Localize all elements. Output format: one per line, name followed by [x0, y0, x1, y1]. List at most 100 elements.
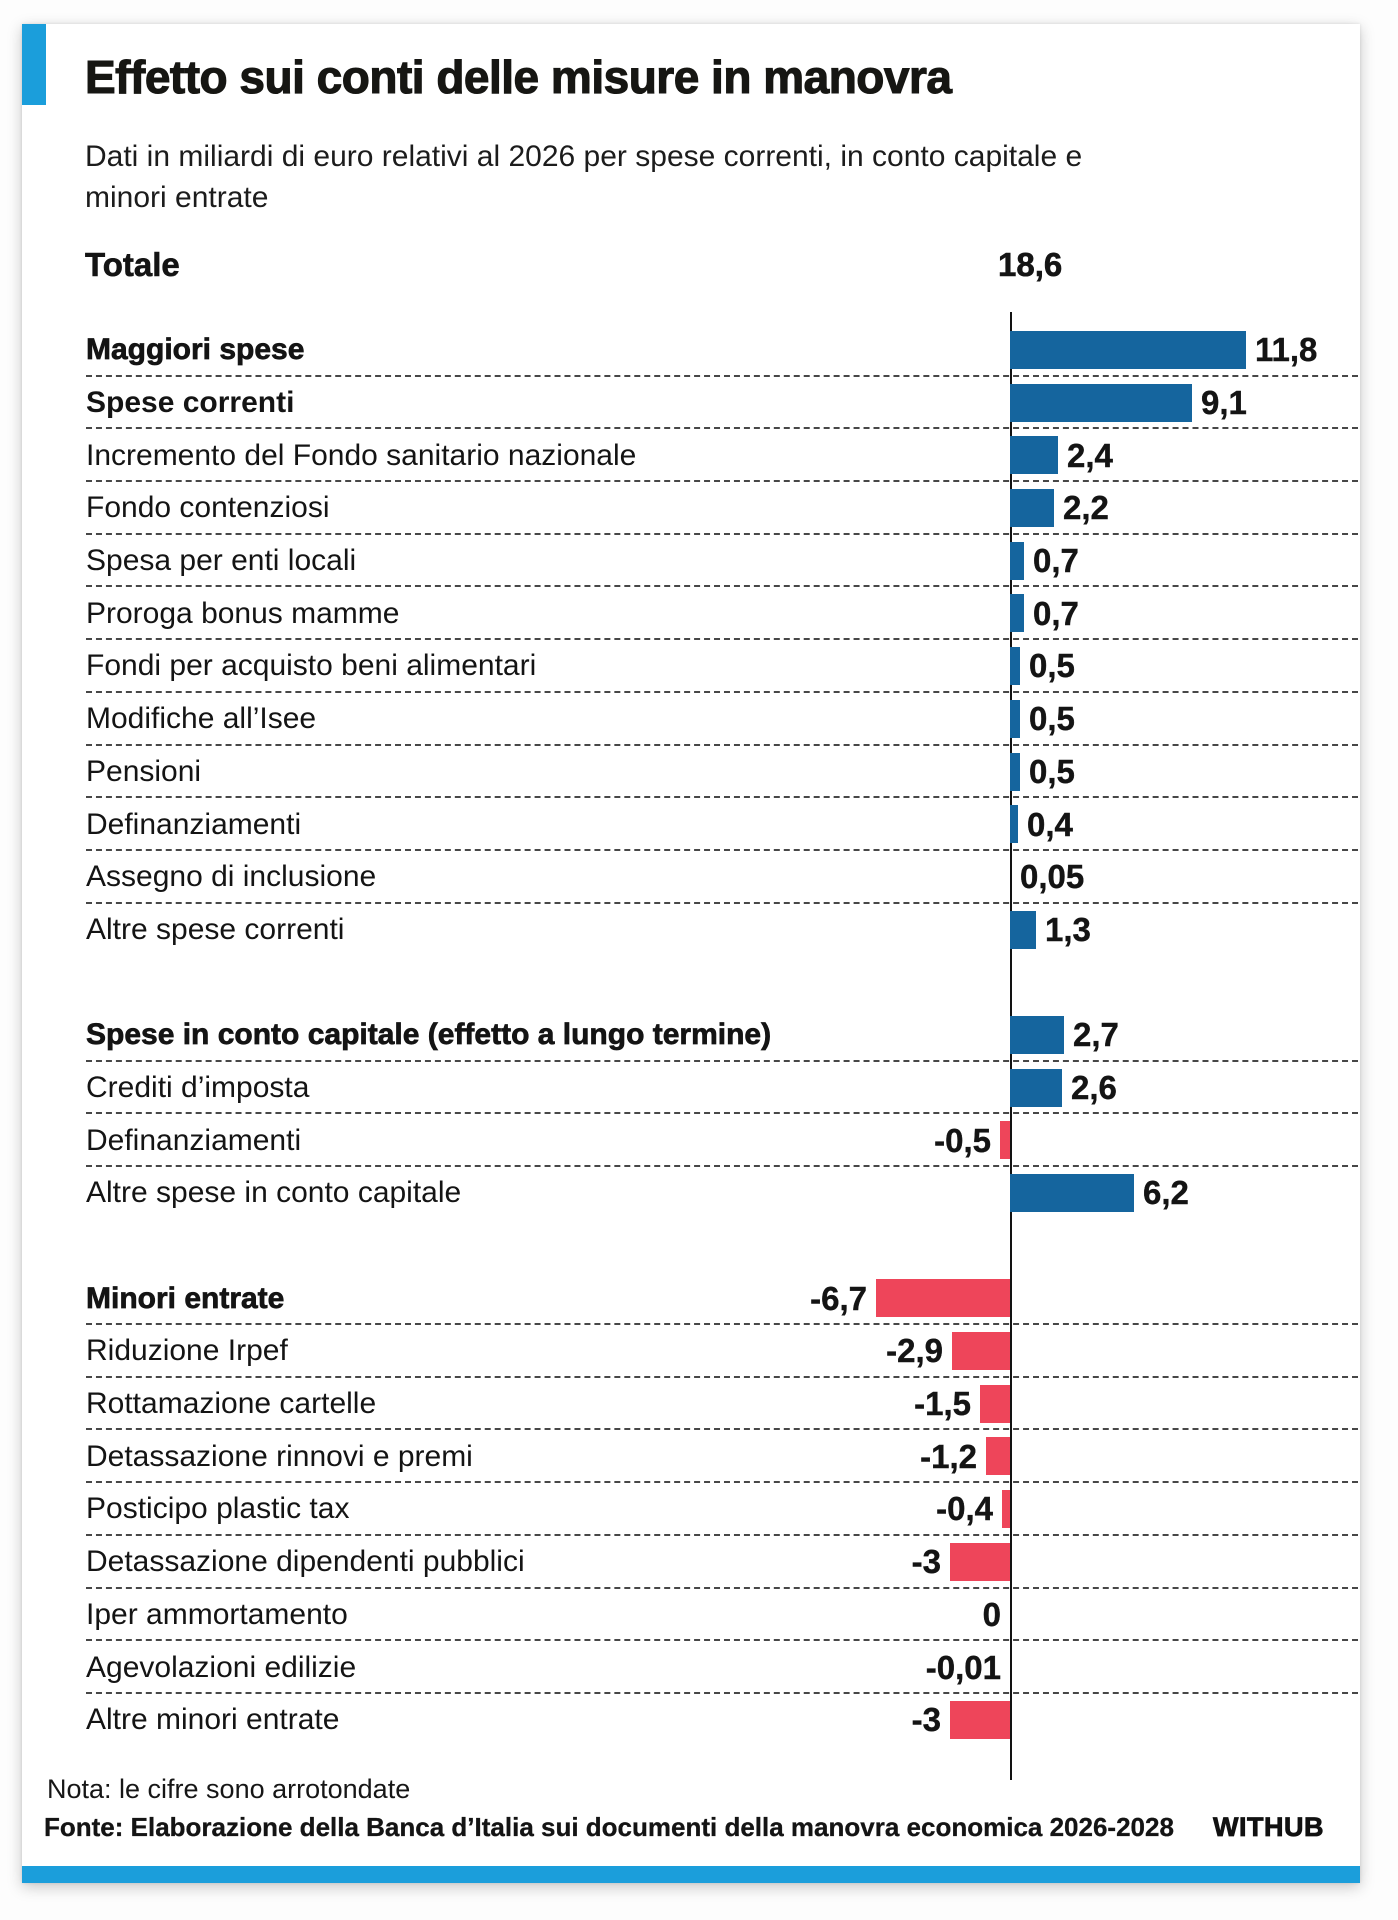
row-separator: [86, 1375, 1358, 1378]
bar-row: Definanziamenti -0,5: [22, 1114, 1360, 1167]
bar-value: -3: [911, 1543, 941, 1581]
bar-value: 2,7: [1073, 1016, 1119, 1054]
bar-value: 0,5: [1029, 752, 1075, 790]
row-label: Rottamazione cartelle: [86, 1387, 377, 1421]
row-label: Pensioni: [86, 754, 202, 788]
bar-value: 0,7: [1033, 542, 1079, 580]
bar-row: Spesa per enti locali 0,7: [22, 535, 1360, 588]
bar-value: 2,2: [1063, 489, 1109, 527]
bar-row: Pensioni 0,5: [22, 746, 1360, 799]
negative-bar: [950, 1542, 1010, 1581]
row-label: Detassazione rinnovi e premi: [86, 1439, 473, 1473]
negative-bar: [1000, 1121, 1010, 1160]
note-text: Nota: le cifre sono arrotondate: [47, 1774, 411, 1804]
bar-row: Agevolazioni edilizie -0,01: [22, 1641, 1360, 1694]
positive-bar: [1010, 436, 1058, 475]
row-separator: [86, 901, 1358, 904]
positive-bar: [1010, 489, 1054, 528]
positive-bar: [1010, 910, 1036, 949]
negative-bar: [950, 1700, 1010, 1739]
row-label: Modifiche all’Isee: [86, 702, 317, 736]
total-row: Totale 18,6: [22, 246, 1360, 290]
bar-row: Rottamazione cartelle -1,5: [22, 1378, 1360, 1431]
row-separator: [86, 427, 1358, 430]
negative-bar: [980, 1384, 1010, 1423]
bar-value: 1,3: [1045, 910, 1091, 948]
bar-value: 2,4: [1067, 436, 1113, 474]
positive-bar: [1010, 805, 1018, 844]
bar-value: 0,5: [1029, 700, 1075, 738]
row-label: Spese correnti: [86, 386, 295, 420]
row-label: Fondi per acquisto beni alimentari: [86, 649, 537, 683]
infographic-card: Effetto sui conti delle misure in manovr…: [22, 24, 1360, 1883]
bar-value: 0,4: [1027, 805, 1073, 843]
row-separator: [86, 743, 1358, 746]
positive-bar: [1010, 1174, 1134, 1212]
bar-value: 9,1: [1201, 384, 1247, 422]
bar-row: Assegno di inclusione 0,05: [22, 851, 1360, 904]
row-label: Riduzione Irpef: [86, 1334, 288, 1368]
section-gap: [22, 1220, 1360, 1273]
source-row: Fonte: Elaborazione della Banca d’Italia…: [22, 1812, 1360, 1843]
row-separator: [86, 796, 1358, 799]
row-label: Iper ammortamento: [86, 1597, 348, 1631]
row-label: Altre spese correnti: [86, 912, 345, 946]
row-separator: [86, 638, 1358, 641]
bar-row: Incremento del Fondo sanitario nazionale…: [22, 429, 1360, 483]
page-title: Effetto sui conti delle misure in manovr…: [84, 50, 952, 103]
row-label: Proroga bonus mamme: [86, 596, 400, 630]
row-label: Maggiori spese: [86, 333, 305, 367]
bar-row: Fondi per acquisto beni alimentari 0,5: [22, 640, 1360, 693]
row-label: Definanziamenti: [86, 807, 302, 841]
bar-value: 2,6: [1071, 1068, 1117, 1106]
positive-bar: [1010, 647, 1020, 686]
bar-row: Iper ammortamento 0: [22, 1589, 1360, 1642]
row-label: Definanziamenti: [86, 1123, 302, 1157]
withub-logo: WITHUB: [1213, 1812, 1324, 1843]
positive-bar: [1010, 383, 1192, 422]
bar-row: Altre minori entrate -3: [22, 1694, 1360, 1747]
row-label: Agevolazioni edilizie: [86, 1650, 357, 1684]
bar-rows-container: Maggiori spese 11,8 Spese correnti 9,1 Incre…: [22, 324, 1360, 1747]
total-value: 18,6: [998, 246, 1063, 284]
row-separator: [86, 585, 1358, 588]
bar-value: -6,7: [810, 1279, 867, 1317]
bar-row: Posticipo plastic tax -0,4: [22, 1483, 1360, 1536]
bar-row: Modifiche all’Isee 0,5: [22, 693, 1360, 746]
row-label: Fondo contenziosi: [86, 491, 330, 525]
row-separator: [86, 690, 1358, 693]
row-separator: [86, 532, 1358, 535]
row-separator: [86, 1481, 1358, 1484]
bar-row: Proroga bonus mamme 0,7: [22, 587, 1360, 641]
bar-value: 0,5: [1029, 647, 1075, 685]
negative-bar: [952, 1332, 1010, 1371]
row-separator: [86, 480, 1358, 483]
row-separator: [86, 1059, 1358, 1062]
row-separator: [86, 1323, 1358, 1326]
positive-bar: [1010, 1015, 1064, 1054]
row-separator: [86, 1639, 1358, 1642]
row-separator: [86, 1165, 1358, 1167]
positive-bar: [1010, 331, 1246, 369]
negative-bar: [1002, 1490, 1010, 1529]
negative-bar: [986, 1437, 1010, 1476]
row-separator: [86, 848, 1358, 851]
bar-value: -0,4: [936, 1490, 993, 1528]
accent-bar: [22, 24, 46, 105]
positive-bar: [1010, 699, 1020, 738]
bar-value: -0,01: [925, 1648, 1002, 1686]
row-label: Detassazione dipendenti pubblici: [86, 1545, 525, 1579]
row-label: Assegno di inclusione: [86, 860, 377, 894]
row-separator: [86, 1691, 1358, 1694]
row-separator: [86, 1586, 1358, 1589]
bar-value: -0,5: [934, 1121, 991, 1159]
negative-bar: [876, 1279, 1010, 1318]
bar-value: -3: [911, 1701, 941, 1739]
bar-row: Crediti d’imposta 2,6: [22, 1062, 1360, 1115]
row-separator: [86, 1428, 1358, 1431]
bar-row: Fondo contenziosi 2,2: [22, 482, 1360, 535]
bar-row: Spese correnti 9,1: [22, 377, 1360, 430]
bar-value: 0,05: [1020, 858, 1085, 896]
bar-row: Minori entrate -6,7: [22, 1272, 1360, 1326]
